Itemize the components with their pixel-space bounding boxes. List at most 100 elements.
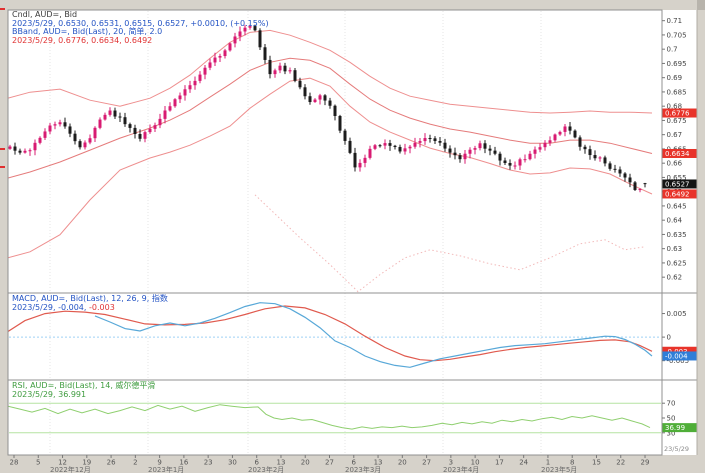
candle-body <box>508 162 512 166</box>
candle-body <box>198 74 202 81</box>
rsi-value-label <box>662 423 697 433</box>
bb-middle-label <box>662 148 697 158</box>
candle-body <box>358 162 362 168</box>
candle-body <box>168 106 172 111</box>
price-axis-drag-area[interactable] <box>662 10 697 455</box>
candle-body <box>183 89 187 96</box>
candle-body <box>313 99 317 103</box>
candle-body <box>368 148 372 158</box>
week-tick-label: 1 <box>546 459 550 467</box>
candle-body <box>63 122 67 127</box>
price-tick-label: 0.69 <box>667 74 683 82</box>
week-tick-label: 22 <box>616 459 625 467</box>
candle-body <box>68 126 72 134</box>
macd-tick-label: -0.005 <box>667 357 690 365</box>
month-label: 2023年1月 <box>148 465 184 473</box>
rsi-panel[interactable] <box>8 380 662 455</box>
candle-body <box>523 159 527 161</box>
week-tick-label: 13 <box>277 459 286 467</box>
week-tick-label: 24 <box>519 459 528 467</box>
rsi-value-label-text: 36.99 <box>665 424 685 432</box>
rsi-tick-label: 70 <box>667 400 676 408</box>
week-tick-label: 3 <box>449 459 453 467</box>
macd-line-label <box>662 351 697 361</box>
price-tick-label: 0.64 <box>667 217 683 225</box>
candle-body <box>628 177 632 183</box>
candle-body <box>543 142 547 148</box>
rsi-line <box>8 404 651 430</box>
candle-body <box>573 130 577 138</box>
candle-body <box>78 141 82 148</box>
candle-body <box>633 182 637 190</box>
bb-upper-label-text: 0.6776 <box>665 110 690 118</box>
candle-body <box>373 145 377 149</box>
chart-background <box>8 10 697 455</box>
candle-body <box>533 149 537 154</box>
candle-body <box>593 155 597 159</box>
week-tick-label: 12 <box>58 459 67 467</box>
candle-body <box>28 150 32 152</box>
week-tick-label: 8 <box>570 459 574 467</box>
candle-body <box>463 153 467 160</box>
price-tick-label: 0.68 <box>667 103 683 111</box>
candle-body <box>483 143 487 149</box>
last-price-label-text: 0.6527 <box>665 180 690 188</box>
price-tick-label: 0.695 <box>667 60 687 68</box>
candle-body <box>243 27 247 32</box>
week-tick-label: 16 <box>179 459 188 467</box>
candle-body <box>578 137 582 147</box>
candle-body <box>443 142 447 149</box>
price-tick-label: 0.7 <box>667 46 678 54</box>
candle-body <box>138 134 142 139</box>
week-tick-label: 26 <box>107 459 116 467</box>
candle-body <box>13 146 17 151</box>
candle-body <box>558 131 562 135</box>
candle-body <box>223 50 227 57</box>
axis-corner-date: 23/5/29 <box>664 445 689 453</box>
candle-body <box>423 138 427 142</box>
candle-body <box>548 140 552 143</box>
candle-body <box>588 149 592 156</box>
candle-body <box>428 138 432 140</box>
candle-body <box>128 124 132 128</box>
candle-body <box>608 163 612 169</box>
candle-body <box>433 138 437 142</box>
price-tick-label: 0.705 <box>667 31 687 39</box>
price-tick-label: 0.66 <box>667 160 683 168</box>
candle-body <box>33 142 37 151</box>
week-tick-label: 2 <box>133 459 137 467</box>
time-axis[interactable]: 28 5 12 19 26 2 9 16 23 30 6 13 20 27 6 13 20 27 3 10 17 24 1 8… <box>10 455 650 473</box>
candle-body <box>23 150 27 153</box>
candle-body <box>268 59 272 75</box>
bb-lower-label-text: 0.6492 <box>665 190 690 198</box>
candle-body <box>583 146 587 150</box>
value-labels: 0.67760.66340.65270.6492-0.003-0.00436.9… <box>662 108 697 433</box>
last-price-label <box>662 179 697 189</box>
candle-body <box>188 85 192 90</box>
candle-body <box>143 132 147 139</box>
candle-body <box>38 137 42 143</box>
month-label: 2023年4月 <box>443 465 479 473</box>
price-panel[interactable] <box>8 10 662 293</box>
candle-body <box>318 95 322 100</box>
candle-body <box>173 99 177 107</box>
candle-body <box>328 100 332 106</box>
candle-body <box>453 152 457 156</box>
candle-body <box>378 145 382 147</box>
candle-body <box>288 70 292 72</box>
candle-body <box>58 122 62 125</box>
macd-panel[interactable] <box>8 293 662 380</box>
candle-body <box>193 80 197 86</box>
month-label: 2023年5月 <box>541 465 577 473</box>
candle-body <box>103 114 107 120</box>
corner-block <box>697 0 705 10</box>
candle-body <box>273 70 277 75</box>
candle-body <box>638 189 642 191</box>
macd-tick-label: 0.005 <box>667 310 687 318</box>
rsi-layer <box>8 404 651 430</box>
rsi-tick-label: 50 <box>667 415 676 423</box>
candle-body <box>478 143 482 149</box>
candle-body <box>278 65 282 71</box>
